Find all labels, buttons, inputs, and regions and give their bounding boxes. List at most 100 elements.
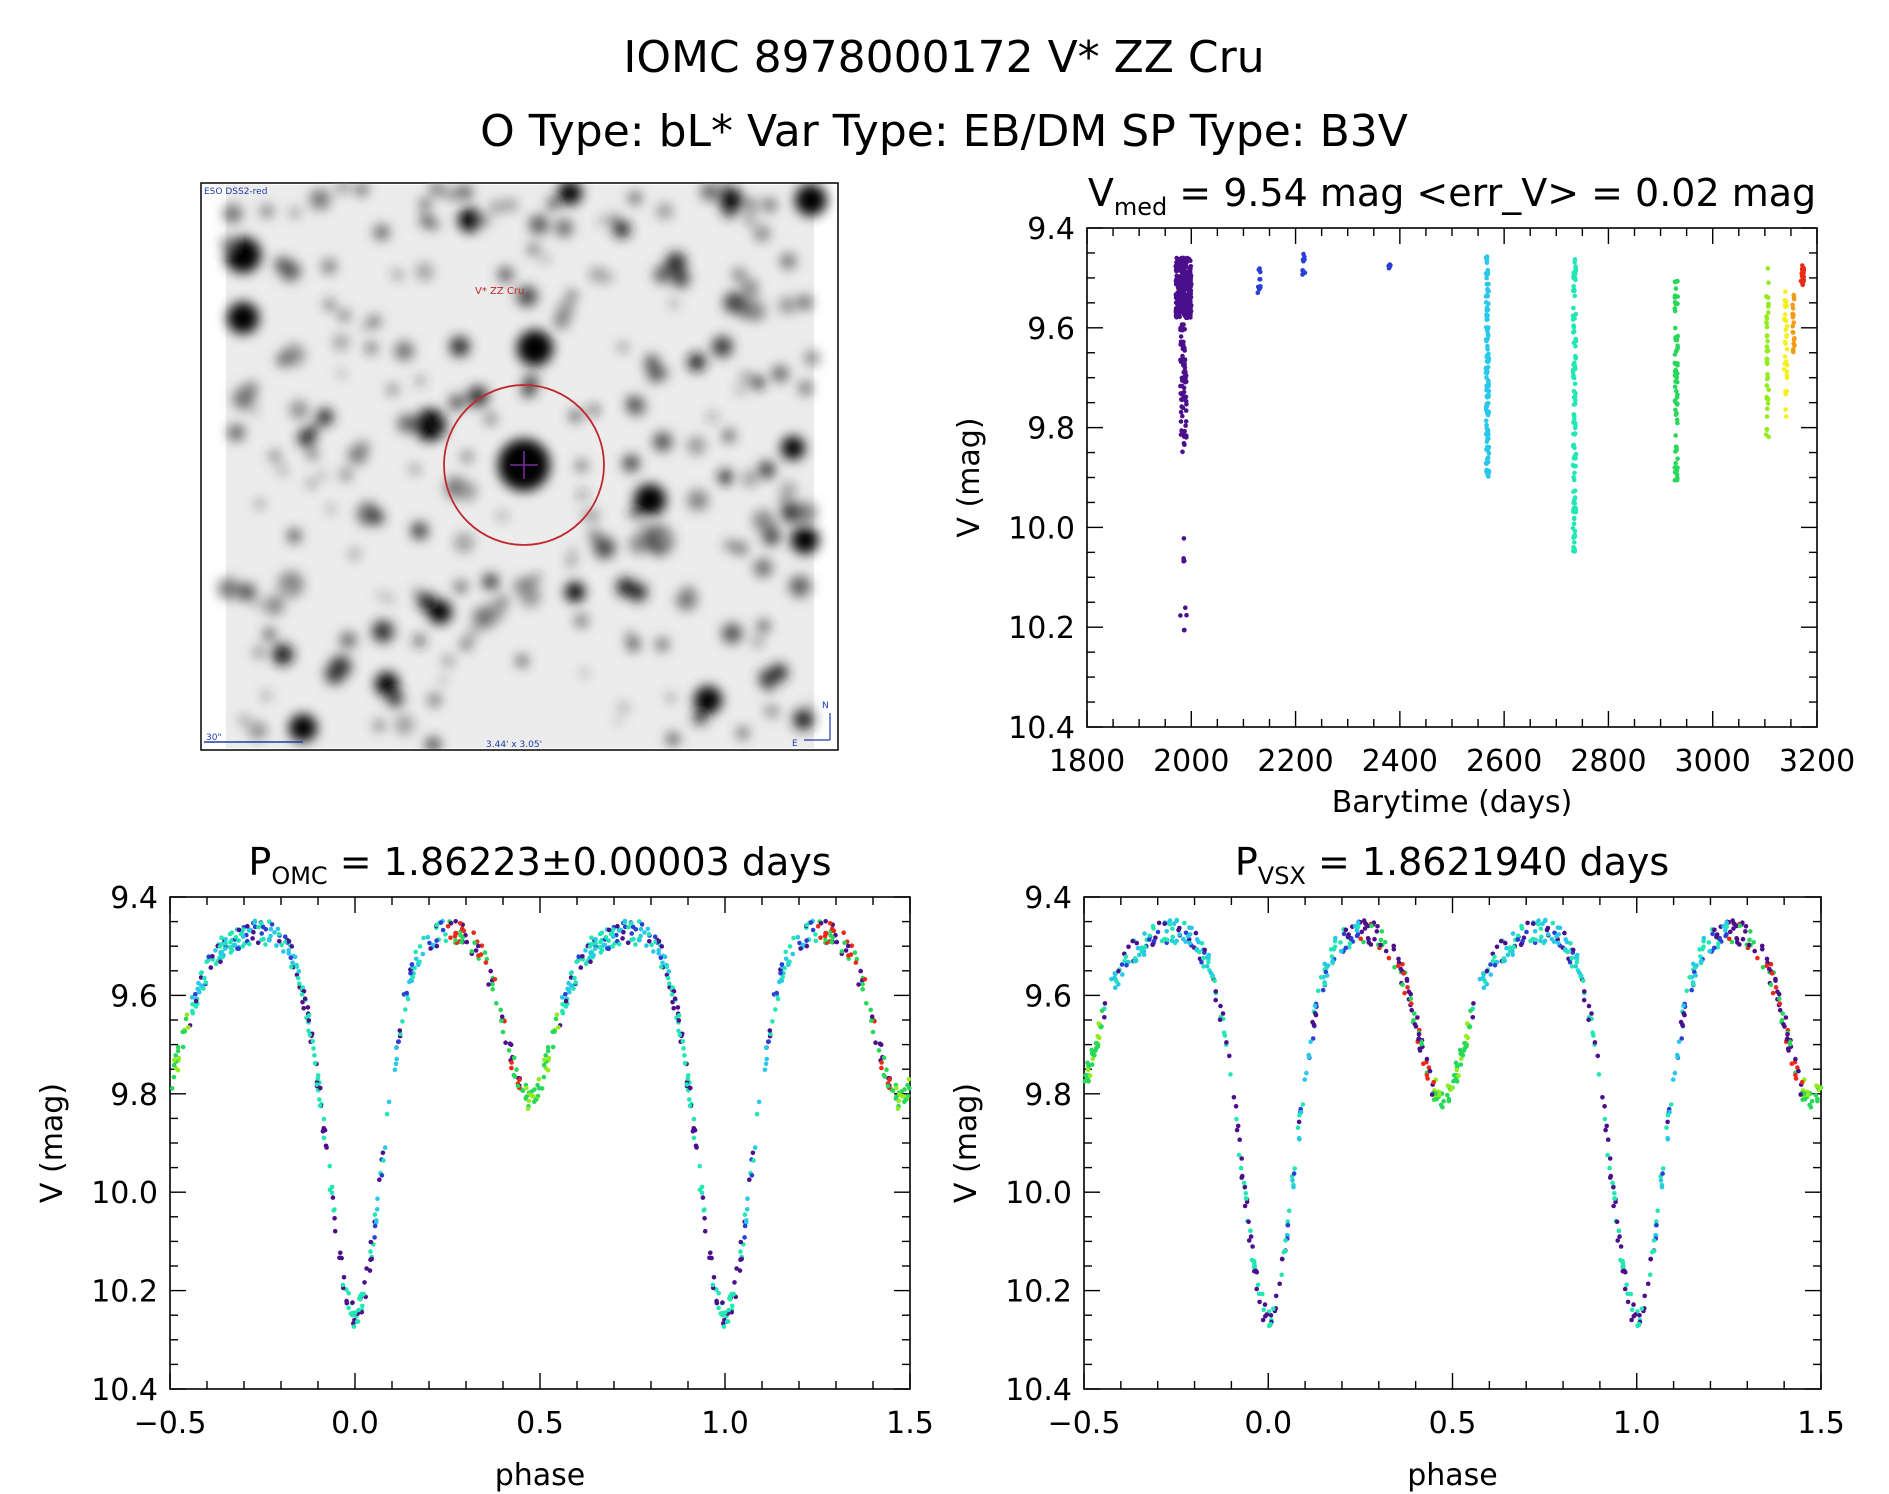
star	[779, 297, 796, 314]
data-point	[1699, 958, 1704, 964]
data-point	[1777, 1007, 1783, 1013]
data-point	[279, 942, 285, 948]
data-point	[646, 931, 652, 937]
star	[588, 529, 601, 542]
data-point	[1724, 920, 1729, 925]
star	[340, 469, 352, 481]
data-point	[1183, 419, 1189, 424]
data-point	[1701, 935, 1707, 941]
x-axis-label: phase	[495, 1458, 586, 1493]
data-point	[301, 1005, 307, 1011]
data-point	[1213, 997, 1218, 1003]
data-point	[506, 1048, 512, 1053]
star	[384, 627, 392, 634]
data-point	[1572, 497, 1577, 503]
data-point	[180, 1044, 186, 1050]
data-point	[1383, 948, 1389, 954]
data-point	[1459, 1056, 1464, 1061]
data-point	[676, 1028, 681, 1034]
data-point	[443, 938, 449, 944]
star	[393, 270, 402, 279]
data-point	[1180, 346, 1186, 352]
data-point	[699, 1190, 705, 1195]
data-point	[189, 995, 195, 1000]
star	[588, 510, 598, 521]
x-tick-label: 1800	[1049, 744, 1125, 779]
data-point	[408, 970, 413, 976]
data-point	[1409, 1007, 1414, 1013]
star	[567, 558, 576, 566]
data-point	[413, 956, 419, 962]
data-point	[290, 960, 295, 966]
data-point	[637, 938, 642, 943]
data-point	[699, 1184, 705, 1190]
data-point	[1485, 347, 1490, 352]
y-axis-label: V (mag)	[949, 1083, 984, 1203]
data-point	[1174, 313, 1179, 319]
star	[445, 188, 458, 201]
data-point	[797, 940, 802, 946]
star	[589, 267, 605, 283]
data-point	[1611, 1185, 1616, 1190]
data-point	[517, 1077, 522, 1082]
data-point	[675, 1005, 681, 1010]
data-point	[1518, 942, 1524, 948]
data-point	[1441, 1098, 1446, 1104]
data-point	[1205, 954, 1211, 959]
data-point	[1468, 1008, 1473, 1014]
data-point	[1333, 935, 1338, 941]
data-point	[1793, 1072, 1798, 1078]
data-point	[542, 1057, 547, 1063]
data-point	[616, 928, 622, 933]
data-point	[593, 941, 598, 946]
data-point	[1301, 251, 1306, 257]
data-point	[787, 959, 792, 965]
data-point	[314, 1082, 320, 1087]
data-point	[676, 1013, 682, 1018]
data-point	[1580, 978, 1586, 983]
data-point	[1324, 973, 1330, 978]
star	[484, 412, 497, 426]
data-point	[1813, 1092, 1819, 1098]
data-point	[881, 1055, 887, 1061]
data-point	[665, 975, 671, 981]
data-point	[1405, 985, 1410, 990]
data-point	[1572, 431, 1578, 436]
data-point	[236, 946, 241, 951]
data-point	[306, 1013, 312, 1018]
data-point	[1486, 474, 1491, 479]
data-point	[906, 1076, 912, 1082]
data-point	[1123, 954, 1129, 960]
data-point	[471, 930, 477, 935]
data-point	[1675, 456, 1680, 462]
data-point	[459, 939, 465, 945]
data-point	[818, 921, 824, 926]
data-point	[1572, 381, 1578, 387]
data-point	[374, 1218, 379, 1223]
data-point	[396, 1039, 402, 1044]
data-point	[196, 987, 201, 993]
finder-target-label: V* ZZ Cru	[475, 286, 524, 297]
data-point	[1182, 920, 1187, 926]
data-point	[448, 921, 454, 926]
star	[739, 373, 748, 382]
y-tick-label: 10.4	[91, 1373, 158, 1408]
data-point	[1572, 394, 1578, 399]
data-point	[240, 944, 245, 949]
data-point	[639, 922, 645, 927]
data-point	[1565, 949, 1570, 955]
data-point	[744, 1207, 750, 1212]
star	[734, 542, 748, 555]
y-tick-label: 10.0	[1008, 511, 1075, 546]
data-point	[1571, 324, 1577, 330]
data-point	[827, 921, 833, 926]
data-point	[1416, 1032, 1422, 1037]
data-point	[749, 1173, 755, 1178]
data-point	[1239, 1175, 1244, 1180]
data-point	[1675, 1052, 1680, 1058]
data-point	[1791, 341, 1796, 346]
data-point	[1386, 955, 1392, 961]
data-point	[1437, 1092, 1442, 1097]
star	[297, 428, 316, 447]
data-point	[1300, 268, 1305, 273]
